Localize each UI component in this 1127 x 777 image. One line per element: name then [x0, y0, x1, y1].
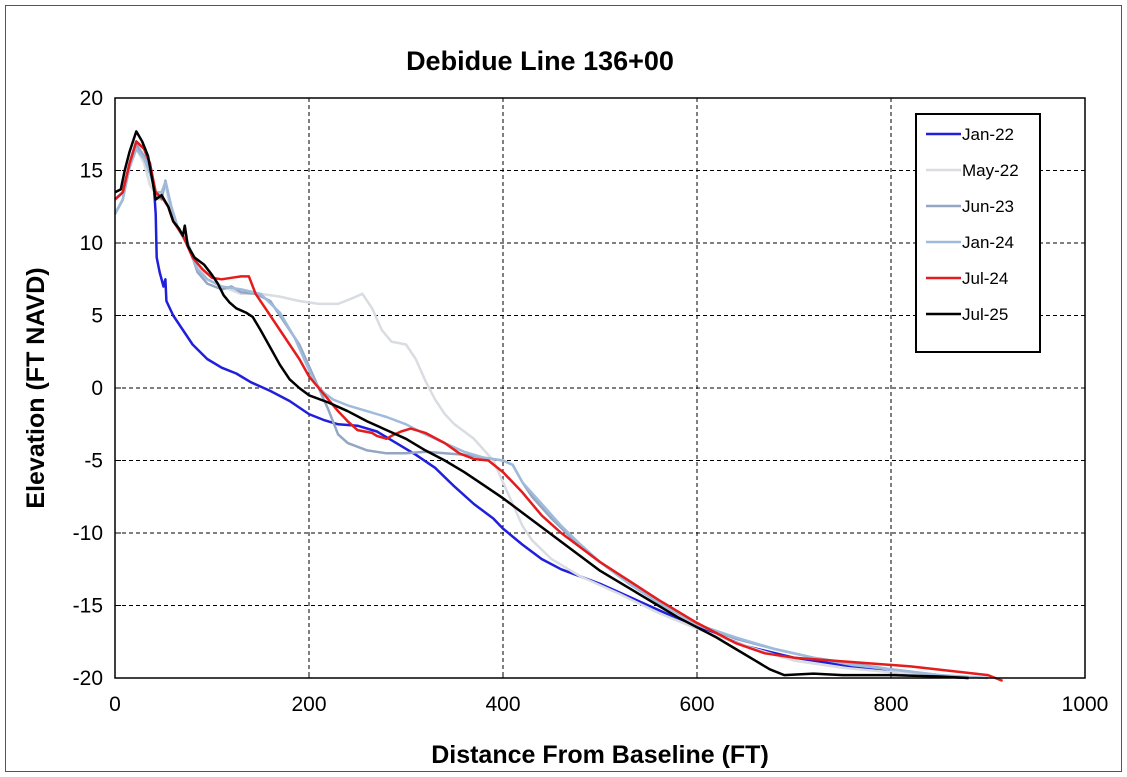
series-line-jun-23	[113, 143, 969, 680]
y-tick-label: 10	[80, 232, 103, 255]
series-line-jul-24	[114, 140, 1004, 683]
y-tick-label: 0	[91, 377, 103, 400]
x-tick-label: 200	[291, 693, 326, 716]
series-line-jan-24	[113, 147, 989, 680]
series-line-jul-25	[114, 130, 969, 680]
y-tick-label: 20	[80, 87, 103, 110]
x-tick-label: 1000	[1062, 693, 1109, 716]
x-tick-label: 400	[485, 693, 520, 716]
y-tick-label: -15	[73, 595, 103, 618]
legend-label: Jan-24	[962, 233, 1014, 252]
legend: Jan-22 May-22 Jun-23 Jan-24 Jul-24 Jul-25	[915, 113, 1041, 353]
legend-label: Jun-23	[962, 197, 1014, 216]
x-axis-label: Distance From Baseline (FT)	[431, 741, 769, 769]
legend-box	[915, 113, 1041, 353]
series-line-may-22	[113, 147, 969, 680]
legend-label: Jul-24	[962, 269, 1008, 288]
legend-label: Jan-22	[962, 125, 1014, 144]
x-tick-label: 0	[109, 693, 121, 716]
tick-labels: 0 200 400 600 800 1000 -20 -15 -10 -5 0 5 10 15 20	[73, 87, 1109, 716]
y-axis-label: Elevation (FT NAVD)	[22, 267, 50, 508]
y-tick-label: 15	[80, 160, 103, 183]
series-line-jan-22	[114, 140, 969, 680]
legend-label: Jul-25	[962, 305, 1008, 324]
y-tick-label: -5	[84, 450, 103, 473]
y-tick-label: 5	[91, 305, 103, 328]
y-tick-label: -20	[73, 667, 103, 690]
x-tick-label: 600	[679, 693, 714, 716]
chart-title: Debidue Line 136+00	[406, 46, 674, 76]
legend-label: May-22	[962, 161, 1019, 180]
x-tick-label: 800	[873, 693, 908, 716]
series-lines	[113, 130, 1004, 683]
y-tick-label: -10	[73, 522, 103, 545]
